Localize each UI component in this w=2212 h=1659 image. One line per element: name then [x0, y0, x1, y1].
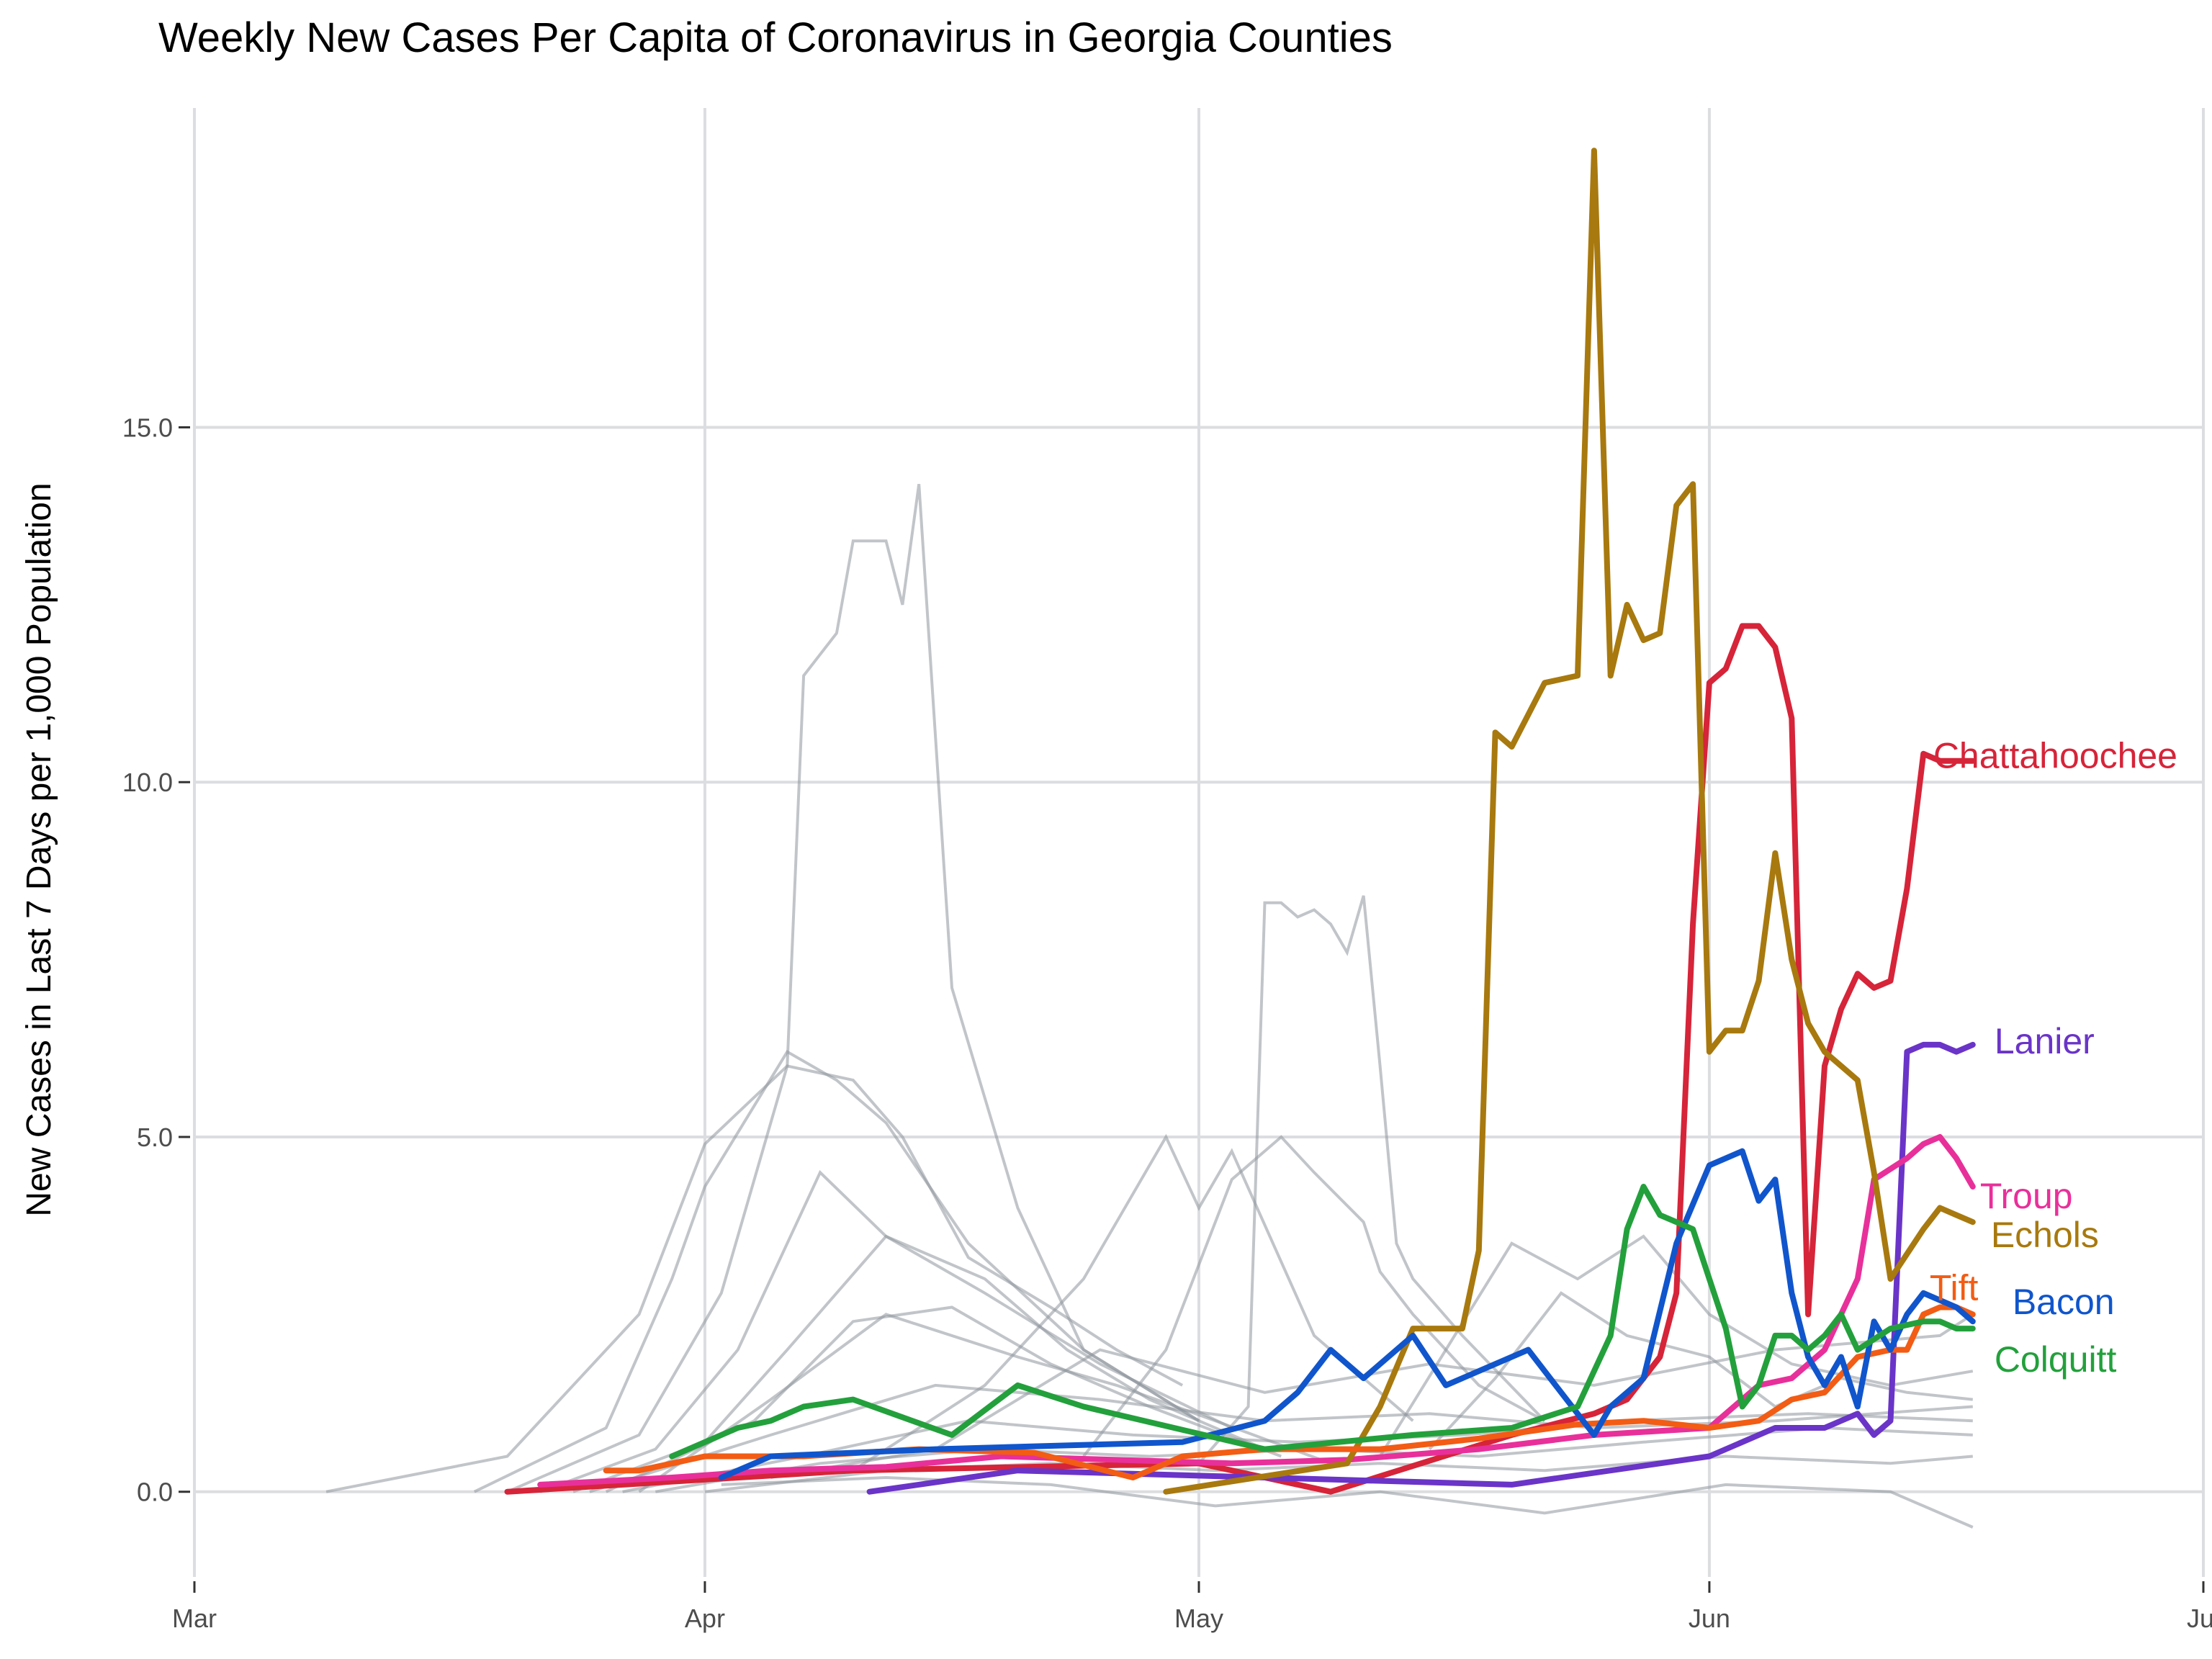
county-line — [325, 1064, 1184, 1493]
county-line — [1428, 1291, 1974, 1450]
county-line — [539, 1169, 1233, 1493]
series-line-colquitt — [669, 1184, 1976, 1460]
y-tick-label: 0.0 — [137, 1478, 173, 1507]
county-line — [622, 1412, 1973, 1493]
x-axis-ticks: Mar Apr May Jun Jul — [172, 1581, 2212, 1633]
x-tick-label: Jun — [1689, 1604, 1730, 1633]
x-tick-label: Apr — [685, 1604, 725, 1633]
series-label-lanier: Lanier — [1995, 1021, 2095, 1061]
highlighted-county-lines — [504, 148, 1976, 1495]
y-tick-label: 15.0 — [122, 413, 173, 442]
gridlines — [193, 108, 2205, 1577]
series-label-colquitt: Colquitt — [1995, 1339, 2117, 1380]
series-label-tift: Tift — [1930, 1267, 1979, 1308]
y-tick-label: 10.0 — [122, 768, 173, 797]
x-tick-label: Jul — [2187, 1604, 2212, 1633]
y-tick-label: 5.0 — [137, 1123, 173, 1152]
county-line — [852, 1133, 1414, 1472]
series-label-echols: Echols — [1991, 1215, 2099, 1255]
county-line — [506, 484, 1200, 1493]
series-line-echols — [1163, 148, 1976, 1495]
county-line — [1197, 895, 1546, 1465]
county-line — [473, 1049, 1200, 1493]
y-axis-label: New Cases in Last 7 Days per 1,000 Popul… — [20, 482, 58, 1216]
background-county-lines — [325, 484, 1974, 1529]
county-line — [638, 1313, 1331, 1493]
series-label-bacon: Bacon — [2013, 1282, 2115, 1322]
x-tick-label: Mar — [172, 1604, 217, 1633]
series-label-troup: Troup — [1980, 1176, 2073, 1216]
chart-title: Weekly New Cases Per Capita of Coronavir… — [158, 14, 1393, 61]
x-tick-label: May — [1174, 1604, 1223, 1633]
series-line-lanier — [866, 1041, 1976, 1495]
y-axis-ticks: 0.0 5.0 10.0 15.0 — [122, 413, 190, 1507]
series-label-chattahoochee: Chattahoochee — [1933, 736, 2177, 776]
